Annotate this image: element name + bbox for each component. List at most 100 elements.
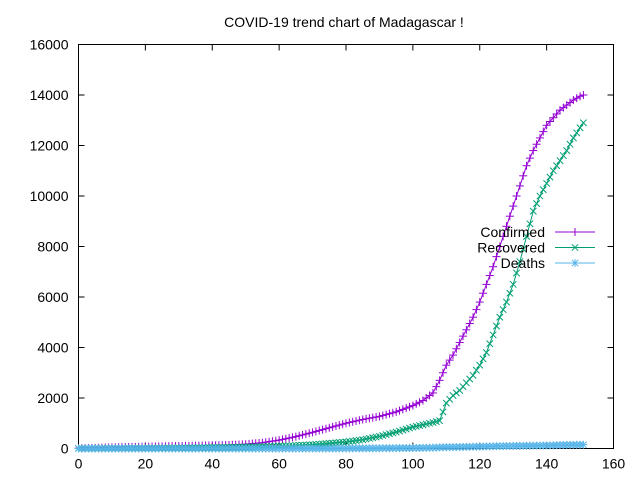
series-line <box>78 94 584 449</box>
data-point <box>579 119 587 127</box>
data-point <box>545 117 554 126</box>
data-point <box>465 319 474 328</box>
y-tick-label: 2000 <box>37 390 68 406</box>
data-point <box>535 133 544 142</box>
y-tick-label: 4000 <box>37 340 68 356</box>
x-tick-label: 140 <box>535 456 559 472</box>
series-deaths <box>74 440 588 453</box>
legend-item: Recovered <box>477 240 595 256</box>
data-point <box>499 232 508 241</box>
data-point <box>522 161 531 170</box>
data-point <box>476 361 484 369</box>
data-point <box>368 413 377 422</box>
data-point <box>378 411 387 420</box>
legend-item: Confirmed <box>480 224 595 240</box>
data-point <box>285 434 294 443</box>
data-point <box>459 332 468 341</box>
data-point <box>506 289 514 297</box>
y-tick-label: 12000 <box>30 138 69 154</box>
data-point <box>576 92 585 101</box>
data-point <box>439 408 447 416</box>
data-point <box>552 109 561 118</box>
data-point <box>536 192 544 200</box>
data-point <box>298 430 307 439</box>
data-point <box>428 388 437 397</box>
x-tick-label: 100 <box>401 456 425 472</box>
data-point <box>438 368 447 377</box>
series-line <box>78 122 584 449</box>
data-point <box>509 202 518 211</box>
data-point <box>432 382 441 391</box>
data-point <box>318 425 327 434</box>
data-point <box>529 207 537 215</box>
data-point <box>571 243 579 252</box>
data-point <box>295 431 304 440</box>
data-point <box>442 361 451 370</box>
y-tick-label: 6000 <box>37 289 68 305</box>
data-point <box>436 417 444 425</box>
data-point <box>288 433 297 442</box>
data-point <box>571 259 579 267</box>
data-point <box>495 242 504 251</box>
data-point <box>523 232 531 240</box>
data-point <box>549 113 558 122</box>
legend-item: Deaths <box>501 255 595 271</box>
data-point <box>542 121 551 130</box>
data-point <box>315 426 324 435</box>
data-point <box>556 157 564 165</box>
legend-label: Deaths <box>501 255 545 271</box>
data-point <box>519 245 527 253</box>
data-point <box>489 331 497 339</box>
data-point <box>445 356 454 365</box>
data-point <box>472 305 481 314</box>
data-point <box>348 417 357 426</box>
data-point <box>449 391 457 400</box>
data-point <box>479 355 487 363</box>
data-point <box>529 146 538 155</box>
data-point <box>469 371 477 379</box>
data-point <box>278 435 287 444</box>
data-point <box>515 181 524 190</box>
series-confirmed <box>74 91 588 453</box>
data-point <box>543 179 551 187</box>
data-point <box>325 423 334 432</box>
data-point <box>328 422 337 431</box>
data-point <box>485 271 494 280</box>
data-point <box>509 280 517 288</box>
x-tick-label: 40 <box>204 456 220 472</box>
data-point <box>385 409 394 418</box>
data-point <box>573 129 581 137</box>
data-point <box>335 421 344 430</box>
x-tick-label: 80 <box>338 456 354 472</box>
data-point <box>452 344 461 353</box>
legend-label: Recovered <box>477 240 545 256</box>
data-point <box>472 366 480 374</box>
data-point <box>563 146 571 155</box>
data-point <box>345 418 354 427</box>
data-point <box>526 220 534 228</box>
data-point <box>281 434 290 443</box>
data-point <box>358 415 367 424</box>
data-point <box>576 124 584 132</box>
data-point <box>502 222 511 231</box>
data-point <box>362 414 371 423</box>
data-point <box>265 437 274 446</box>
data-point <box>482 280 491 289</box>
data-point <box>519 171 528 180</box>
data-point <box>571 228 579 236</box>
data-point <box>569 134 577 142</box>
data-point <box>492 322 501 330</box>
y-tick-label: 8000 <box>37 239 68 255</box>
data-point <box>395 406 404 415</box>
data-point <box>525 154 534 163</box>
data-point <box>512 269 521 277</box>
data-point <box>486 340 494 348</box>
data-point <box>321 424 330 433</box>
data-point <box>553 162 561 170</box>
data-point <box>449 351 457 360</box>
chart-title: COVID-19 trend chart of Madagascar ! <box>224 14 464 30</box>
data-point <box>532 140 541 149</box>
